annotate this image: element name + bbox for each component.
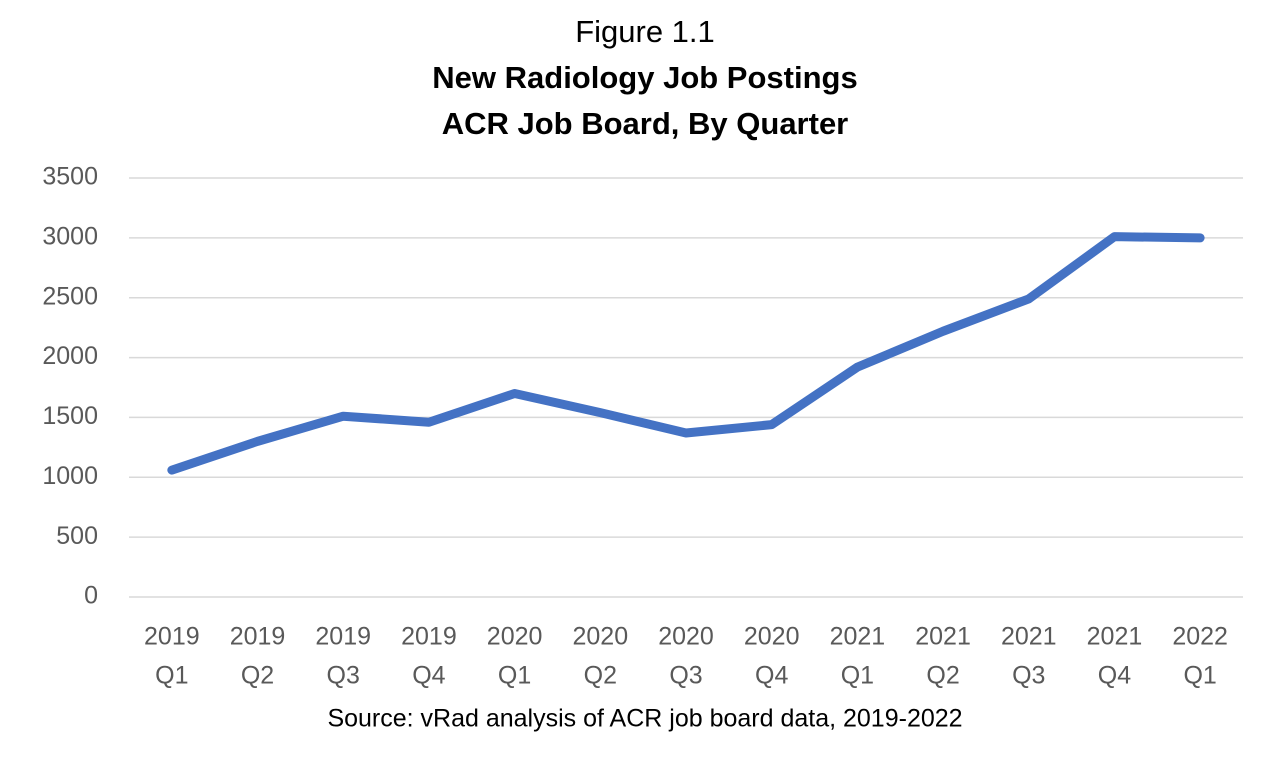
y-tick-label: 3000: [42, 222, 98, 250]
chart-subtitle: New Radiology Job Postings: [432, 60, 857, 95]
x-tick-label: Q4: [1098, 662, 1131, 690]
x-tick-label: Q1: [1183, 662, 1216, 690]
x-tick-label: Q1: [498, 662, 531, 690]
x-tick-label: 2019: [144, 623, 200, 651]
x-tick-label: 2021: [1001, 623, 1057, 651]
x-tick-label: 2020: [744, 623, 800, 651]
x-tick-label: 2019: [230, 623, 286, 651]
x-tick-label: Q4: [755, 662, 788, 690]
x-tick-label: Q3: [669, 662, 702, 690]
source-note: Source: vRad analysis of ACR job board d…: [327, 705, 962, 733]
y-tick-label: 0: [84, 582, 98, 610]
x-tick-label: Q1: [155, 662, 188, 690]
y-tick-label: 1000: [42, 462, 98, 490]
line-series: [167, 232, 1205, 475]
x-tick-label: Q2: [241, 662, 274, 690]
x-tick-label: 2020: [572, 623, 628, 651]
x-tick-label: 2021: [830, 623, 886, 651]
y-tick-label: 3500: [42, 163, 98, 191]
y-tick-label: 2000: [42, 342, 98, 370]
x-tick-label: Q2: [926, 662, 959, 690]
x-tick-label: Q2: [584, 662, 617, 690]
y-tick-label: 1500: [42, 402, 98, 430]
x-tick-label: Q3: [327, 662, 360, 690]
x-tick-label: 2019: [401, 623, 457, 651]
x-tick-label: 2021: [1087, 623, 1143, 651]
x-tick-label: 2020: [487, 623, 543, 651]
x-tick-label: 2022: [1172, 623, 1228, 651]
y-tick-label: 500: [56, 522, 98, 550]
chart-subtitle: ACR Job Board, By Quarter: [442, 106, 849, 141]
x-tick-label: 2021: [915, 623, 971, 651]
x-tick-label: Q3: [1012, 662, 1045, 690]
chart-title: Figure 1.1: [575, 14, 715, 49]
y-tick-label: 2500: [42, 282, 98, 310]
x-tick-label: Q4: [412, 662, 445, 690]
x-tick-label: Q1: [841, 662, 874, 690]
x-tick-label: 2019: [315, 623, 371, 651]
x-tick-label: 2020: [658, 623, 714, 651]
